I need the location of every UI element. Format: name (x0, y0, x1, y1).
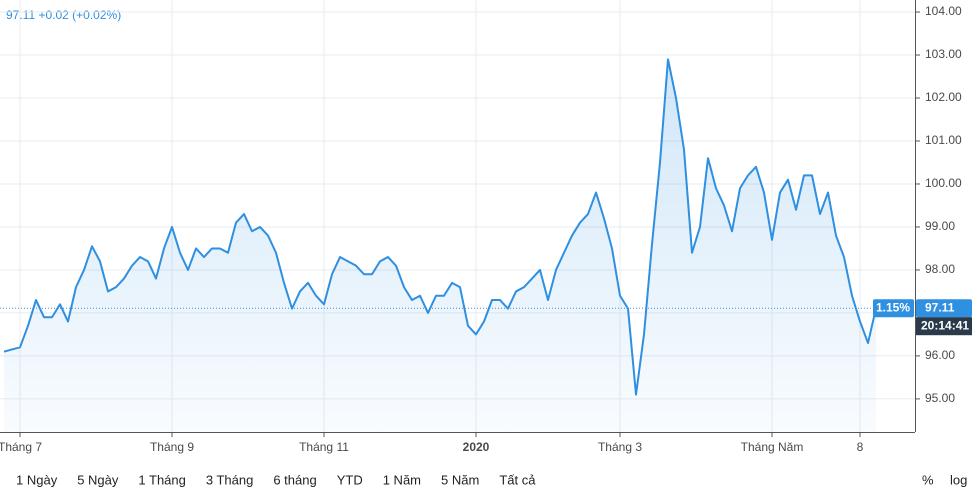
y-tick-label: 95.00 (925, 391, 955, 405)
range-button[interactable]: 3 Tháng (206, 472, 253, 487)
x-tick-label: Tháng 9 (150, 440, 194, 454)
x-tick-label: Tháng 7 (0, 440, 42, 454)
range-button[interactable]: 5 Ngày (77, 472, 119, 487)
time-label: 20:14:41 (921, 318, 969, 332)
x-tick-label: 2020 (463, 440, 490, 454)
range-button[interactable]: Tất cả (499, 472, 536, 487)
option-button[interactable]: log (950, 472, 967, 487)
option-button[interactable]: % (922, 472, 934, 487)
price-label: 97.11 (925, 300, 955, 314)
y-tick-label: 101.00 (925, 133, 962, 147)
y-tick-label: 99.00 (925, 219, 955, 233)
x-tick-label: 8 (857, 440, 864, 454)
change-label: 1.15% (876, 300, 910, 314)
line (3, 58, 877, 396)
y-tick-label: 96.00 (925, 348, 955, 362)
header-quote: 97.11 +0.02 (+0.02%) (6, 8, 121, 22)
x-tick-label: Tháng 11 (299, 440, 349, 454)
area (4, 59, 876, 433)
y-tick-label: 98.00 (925, 262, 955, 276)
x-tick-label: Tháng Năm (741, 440, 804, 454)
range-button[interactable]: 1 Ngày (16, 472, 58, 487)
price-badge (916, 299, 972, 318)
y-tick-label: 104.00 (925, 4, 962, 18)
range-button[interactable]: 1 Tháng (138, 472, 185, 487)
y-tick-label: 100.00 (925, 176, 962, 190)
range-button[interactable]: 1 Năm (383, 472, 421, 487)
y-tick-label: 102.00 (925, 90, 962, 104)
y-tick-label: 103.00 (925, 47, 962, 61)
time-badge (916, 317, 972, 336)
range-button[interactable]: 6 tháng (273, 472, 316, 487)
x-tick-label: Tháng 3 (598, 440, 642, 454)
range-button[interactable]: YTD (337, 472, 363, 487)
change-badge (873, 299, 914, 318)
range-button[interactable]: 5 Năm (441, 472, 479, 487)
